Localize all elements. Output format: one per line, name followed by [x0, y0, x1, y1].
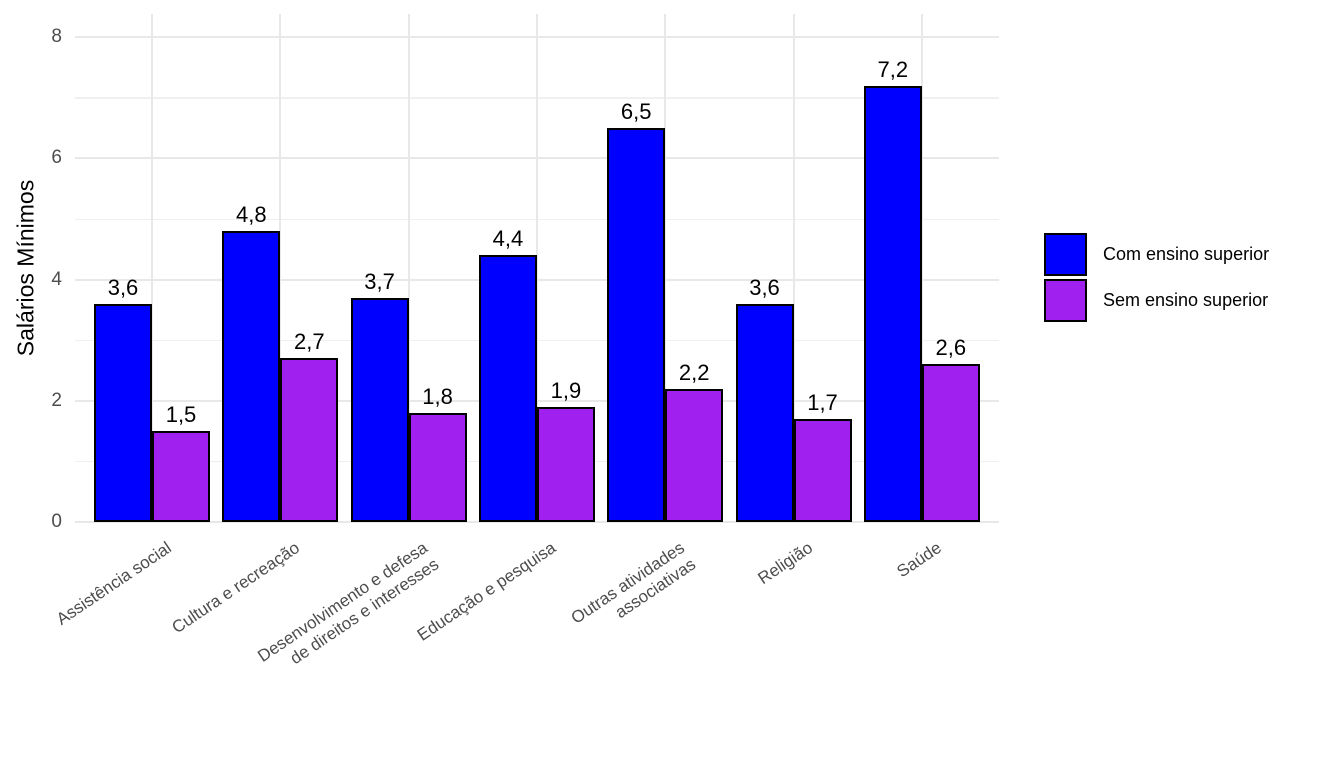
bar-value-label: 3,7 — [364, 268, 395, 294]
bar-value-label: 1,8 — [422, 383, 453, 409]
bar-value-label: 3,6 — [107, 274, 139, 300]
legend-item: Com ensino superior — [1044, 233, 1269, 276]
bar-com-ensino-superior — [94, 303, 152, 522]
bar-value-label: 1,5 — [165, 402, 197, 428]
bar-com-ensino-superior — [607, 128, 666, 522]
legend-key-swatch — [1044, 279, 1087, 322]
bar-value-label: 2,6 — [935, 335, 967, 361]
gridline-vertical — [792, 14, 795, 522]
bar-value-label: 2,7 — [294, 329, 325, 355]
y-tick-label: 2 — [51, 389, 62, 411]
gridline-major — [75, 521, 999, 523]
legend-item: Sem ensino superior — [1044, 279, 1269, 322]
x-tick-label: Outras atividades associativas — [567, 538, 700, 628]
bar-com-ensino-superior — [478, 255, 537, 522]
gridline-vertical — [535, 14, 538, 522]
gridline-vertical — [920, 14, 923, 522]
x-tick-label: Saúde — [893, 538, 945, 582]
gridline-vertical — [279, 14, 282, 522]
y-tick-label: 4 — [51, 268, 62, 290]
bar-sem-ensino-superior — [152, 431, 210, 522]
bar-value-label: 4,8 — [236, 202, 267, 228]
bar-value-label: 2,2 — [678, 359, 710, 385]
bar-value-label: 7,2 — [877, 56, 909, 82]
bar-value-label: 1,7 — [807, 389, 838, 415]
bar-sem-ensino-superior — [280, 358, 339, 522]
legend-label: Sem ensino superior — [1103, 290, 1269, 310]
gridline-vertical — [407, 14, 410, 522]
bar-value-label: 3,6 — [749, 274, 780, 300]
x-tick-label: Educação e pesquisa — [414, 538, 560, 645]
gridline-vertical — [151, 14, 153, 522]
bar-sem-ensino-superior — [408, 412, 467, 522]
bar-sem-ensino-superior — [921, 364, 980, 522]
legend-key-swatch — [1044, 233, 1087, 276]
bar-com-ensino-superior — [735, 303, 794, 522]
y-tick-label: 6 — [51, 147, 62, 169]
y-tick-label: 8 — [51, 26, 62, 48]
bar-value-label: 1,9 — [550, 377, 582, 403]
legend: Com ensino superior Sem ensino superior — [1044, 233, 1269, 322]
bar-com-ensino-superior — [863, 85, 922, 522]
y-tick-label: 0 — [51, 511, 62, 532]
x-tick-label: Cultura e recreação — [168, 538, 303, 638]
bar-value-label: 4,4 — [492, 226, 524, 252]
bar-com-ensino-superior — [222, 231, 281, 522]
bar-value-label: 6,5 — [620, 99, 652, 125]
bar-sem-ensino-superior — [665, 388, 724, 522]
legend-label: Com ensino superior — [1103, 244, 1270, 264]
x-tick-label: Assistência social — [52, 538, 175, 629]
gridline-vertical — [664, 14, 667, 522]
bar-sem-ensino-superior — [536, 406, 595, 522]
x-tick-label: Religião — [754, 538, 817, 589]
bar-com-ensino-superior — [350, 297, 409, 522]
bar-sem-ensino-superior — [793, 418, 852, 522]
